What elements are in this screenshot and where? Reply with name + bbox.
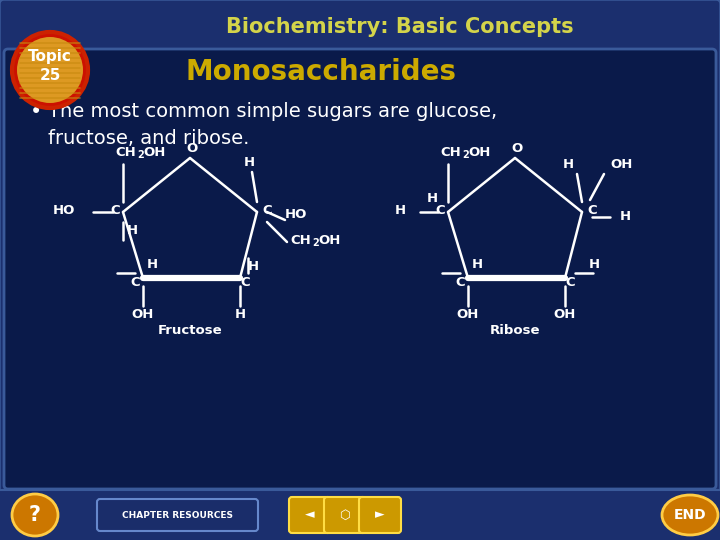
- Text: •: •: [30, 102, 42, 122]
- Text: H: H: [127, 224, 138, 237]
- Circle shape: [12, 32, 88, 108]
- Text: 2: 2: [312, 238, 319, 248]
- Text: HO: HO: [285, 207, 307, 220]
- Text: H: H: [235, 307, 246, 321]
- Text: Monosaccharides: Monosaccharides: [185, 58, 456, 86]
- Text: C: C: [262, 204, 272, 217]
- Text: O: O: [511, 141, 523, 154]
- Text: H: H: [472, 258, 483, 271]
- Ellipse shape: [12, 494, 58, 536]
- FancyBboxPatch shape: [6, 6, 714, 52]
- Text: Fructose: Fructose: [158, 323, 222, 336]
- Text: H: H: [426, 192, 438, 206]
- Text: H: H: [248, 260, 259, 273]
- Text: C: C: [565, 275, 575, 288]
- Text: END: END: [674, 508, 706, 522]
- Ellipse shape: [662, 495, 718, 535]
- Text: Biochemistry: Basic Concepts: Biochemistry: Basic Concepts: [226, 17, 574, 37]
- Text: C: C: [110, 204, 120, 217]
- Text: OH: OH: [554, 307, 576, 321]
- FancyBboxPatch shape: [0, 490, 720, 540]
- Text: Ribose: Ribose: [490, 323, 540, 336]
- Text: H: H: [620, 211, 631, 224]
- Text: H: H: [589, 258, 600, 271]
- Text: H: H: [147, 258, 158, 271]
- Text: OH: OH: [610, 158, 632, 171]
- Text: HO: HO: [53, 205, 75, 218]
- Text: OH: OH: [318, 233, 341, 246]
- Text: H: H: [395, 204, 406, 217]
- Text: C: C: [130, 275, 140, 288]
- Text: O: O: [186, 141, 197, 154]
- Text: C: C: [588, 204, 597, 217]
- Text: CH: CH: [290, 233, 311, 246]
- Text: C: C: [240, 275, 250, 288]
- FancyBboxPatch shape: [359, 497, 401, 533]
- Text: ►: ►: [375, 509, 384, 522]
- Circle shape: [17, 37, 83, 103]
- Text: ◄: ◄: [305, 509, 315, 522]
- Text: OH: OH: [132, 307, 154, 321]
- FancyBboxPatch shape: [97, 499, 258, 531]
- Text: 2: 2: [462, 150, 469, 160]
- Text: OH: OH: [456, 307, 480, 321]
- Text: H: H: [563, 158, 574, 171]
- Text: ⬡: ⬡: [340, 509, 351, 522]
- FancyBboxPatch shape: [4, 49, 716, 489]
- Text: C: C: [435, 204, 445, 217]
- Text: OH: OH: [143, 145, 166, 159]
- Text: 2: 2: [137, 150, 144, 160]
- FancyBboxPatch shape: [289, 497, 331, 533]
- Text: CH: CH: [115, 145, 136, 159]
- Text: The most common simple sugars are glucose,
fructose, and ribose.: The most common simple sugars are glucos…: [48, 102, 497, 148]
- Text: CH: CH: [440, 145, 461, 159]
- Text: CHAPTER RESOURCES: CHAPTER RESOURCES: [122, 510, 233, 519]
- Text: C: C: [455, 275, 465, 288]
- Text: OH: OH: [468, 145, 490, 159]
- Text: Topic
25: Topic 25: [28, 49, 72, 83]
- Text: H: H: [243, 156, 255, 168]
- FancyBboxPatch shape: [324, 497, 366, 533]
- Text: ?: ?: [29, 505, 41, 525]
